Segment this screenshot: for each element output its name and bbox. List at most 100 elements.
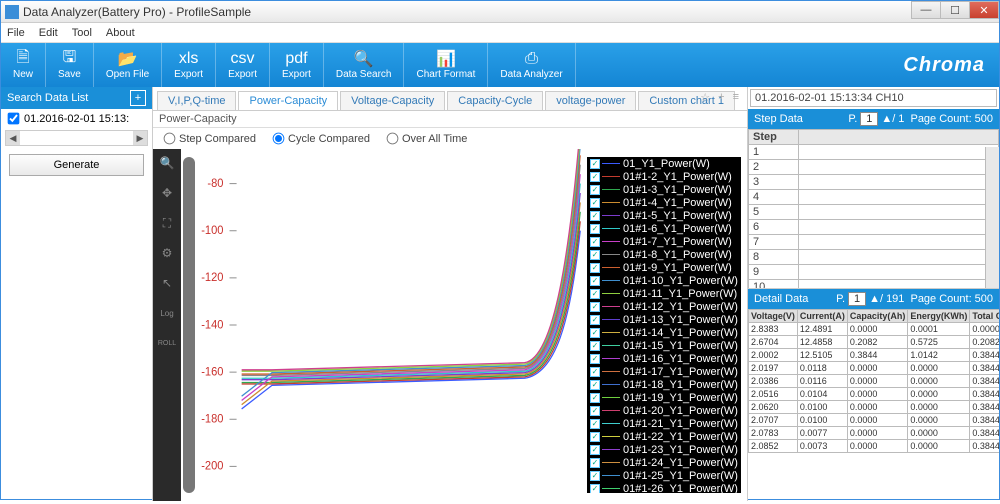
legend-item[interactable]: ✓01#1-22_Y1_Power(W) [587, 430, 741, 443]
detail-col-header[interactable]: Voltage(V) [749, 310, 798, 323]
menu-about[interactable]: About [106, 27, 135, 39]
legend-item[interactable]: ✓01_Y1_Power(W) [587, 157, 741, 170]
detail-col-header[interactable]: Total Capa [970, 310, 999, 323]
legend-item[interactable]: ✓01#1-7_Y1_Power(W) [587, 235, 741, 248]
step-table-vscroll[interactable] [985, 147, 999, 288]
legend-checkbox[interactable]: ✓ [590, 250, 600, 260]
legend-item[interactable]: ✓01#1-25_Y1_Power(W) [587, 469, 741, 482]
filter-icon[interactable]: ☆ [700, 91, 710, 104]
legend-item[interactable]: ✓01#1-15_Y1_Power(W) [587, 339, 741, 352]
zoom-icon[interactable]: 🔍 [157, 153, 177, 173]
toolbar-data-analyzer[interactable]: ⎙Data Analyzer [488, 43, 575, 87]
legend-item[interactable]: ✓01#1-23_Y1_Power(W) [587, 443, 741, 456]
table-row[interactable]: 9 [749, 265, 999, 280]
legend-item[interactable]: ✓01#1-20_Y1_Power(W) [587, 404, 741, 417]
roll-icon[interactable]: ROLL [157, 333, 177, 353]
table-row[interactable]: 3 [749, 175, 999, 190]
legend-item[interactable]: ✓01#1-24_Y1_Power(W) [587, 456, 741, 469]
legend-checkbox[interactable]: ✓ [590, 406, 600, 416]
menu-file[interactable]: File [7, 27, 25, 39]
legend-item[interactable]: ✓01#1-19_Y1_Power(W) [587, 391, 741, 404]
legend-item[interactable]: ✓01#1-9_Y1_Power(W) [587, 261, 741, 274]
table-row[interactable]: 2 [749, 160, 999, 175]
legend-checkbox[interactable]: ✓ [590, 432, 600, 442]
close-button[interactable]: ✕ [969, 1, 999, 19]
generate-button[interactable]: Generate [9, 154, 144, 176]
settings-icon[interactable]: ⚙ [157, 243, 177, 263]
table-row[interactable]: 2.03860.01160.00000.00000.3844 [749, 375, 1000, 388]
step-col-header[interactable]: Step [749, 130, 799, 145]
step-table[interactable]: Step1234567891011 [748, 129, 999, 289]
tab-menu-icon[interactable]: ≡ [733, 91, 739, 104]
legend-item[interactable]: ✓01#1-17_Y1_Power(W) [587, 365, 741, 378]
toolbar-data-search[interactable]: 🔍Data Search [324, 43, 405, 87]
pointer-icon[interactable]: ↖ [157, 273, 177, 293]
tab-voltage-power[interactable]: voltage-power [545, 91, 636, 110]
tab-voltage-capacity[interactable]: Voltage-Capacity [340, 91, 445, 110]
chart-canvas[interactable]: -80-100-120-140-160-180-200 ✓01_Y1_Power… [181, 149, 747, 501]
legend-item[interactable]: ✓01#1-3_Y1_Power(W) [587, 183, 741, 196]
tab-power-capacity[interactable]: Power-Capacity [238, 91, 338, 110]
toolbar-export[interactable]: pdfExport [270, 43, 324, 87]
table-row[interactable]: 2.670412.48580.20820.57250.2082 [749, 336, 1000, 349]
legend-item[interactable]: ✓01#1-11_Y1_Power(W) [587, 287, 741, 300]
legend-checkbox[interactable]: ✓ [590, 354, 600, 364]
legend-checkbox[interactable]: ✓ [590, 471, 600, 481]
menu-edit[interactable]: Edit [39, 27, 58, 39]
table-row[interactable]: 4 [749, 190, 999, 205]
toolbar-chart-format[interactable]: 📊Chart Format [404, 43, 488, 87]
table-row[interactable]: 2.07830.00770.00000.00000.3844 [749, 427, 1000, 440]
toolbar-open-file[interactable]: 📂Open File [94, 43, 162, 87]
toolbar-export[interactable]: csvExport [216, 43, 270, 87]
legend-item[interactable]: ✓01#1-5_Y1_Power(W) [587, 209, 741, 222]
chart-vscroll[interactable] [183, 157, 195, 493]
legend-item[interactable]: ✓01#1-21_Y1_Power(W) [587, 417, 741, 430]
legend-item[interactable]: ✓01#1-8_Y1_Power(W) [587, 248, 741, 261]
table-row[interactable]: 5 [749, 205, 999, 220]
legend-checkbox[interactable]: ✓ [590, 380, 600, 390]
legend-item[interactable]: ✓01#1-13_Y1_Power(W) [587, 313, 741, 326]
legend-checkbox[interactable]: ✓ [590, 263, 600, 273]
legend-item[interactable]: ✓01#1-2_Y1_Power(W) [587, 170, 741, 183]
table-row[interactable]: 2.05160.01040.00000.00000.3844 [749, 388, 1000, 401]
table-row[interactable]: 10 [749, 280, 999, 290]
legend-checkbox[interactable]: ✓ [590, 393, 600, 403]
table-row[interactable]: 1 [749, 145, 999, 160]
pan-icon[interactable]: ✥ [157, 183, 177, 203]
menu-tool[interactable]: Tool [72, 27, 92, 39]
legend-checkbox[interactable]: ✓ [590, 237, 600, 247]
table-row[interactable]: 7 [749, 235, 999, 250]
log-icon[interactable]: Log [157, 303, 177, 323]
legend-checkbox[interactable]: ✓ [590, 276, 600, 286]
detail-col-header[interactable]: Capacity(Ah) [847, 310, 908, 323]
add-tab-icon[interactable]: + [718, 91, 724, 104]
table-row[interactable]: 2.000212.51050.38441.01420.3844 [749, 349, 1000, 362]
legend-item[interactable]: ✓01#1-10_Y1_Power(W) [587, 274, 741, 287]
radio-cycle[interactable]: Cycle Compared [272, 132, 370, 145]
table-row[interactable]: 2.838312.48910.00000.00010.0000 [749, 323, 1000, 336]
fit-icon[interactable]: ⛶ [157, 213, 177, 233]
table-row[interactable]: 2.06200.01000.00000.00000.3844 [749, 401, 1000, 414]
sidebar-hscroll[interactable]: ◀▶ [5, 130, 148, 146]
legend-item[interactable]: ✓01#1-26_Y1_Power(W) [587, 482, 741, 493]
table-row[interactable]: 6 [749, 220, 999, 235]
legend-checkbox[interactable]: ✓ [590, 328, 600, 338]
legend-item[interactable]: ✓01#1-4_Y1_Power(W) [587, 196, 741, 209]
legend-checkbox[interactable]: ✓ [590, 172, 600, 182]
legend-checkbox[interactable]: ✓ [590, 419, 600, 429]
legend-checkbox[interactable]: ✓ [590, 159, 600, 169]
detail-col-header[interactable]: Current(A) [797, 310, 847, 323]
toolbar-export[interactable]: xlsExport [162, 43, 216, 87]
legend-checkbox[interactable]: ✓ [590, 458, 600, 468]
legend-checkbox[interactable]: ✓ [590, 224, 600, 234]
radio-step[interactable]: Step Compared [163, 132, 256, 145]
legend-item[interactable]: ✓01#1-16_Y1_Power(W) [587, 352, 741, 365]
search-item-checkbox[interactable] [8, 113, 20, 125]
toolbar-new[interactable]: 🗎New [1, 43, 46, 87]
legend-item[interactable]: ✓01#1-12_Y1_Power(W) [587, 300, 741, 313]
legend-checkbox[interactable]: ✓ [590, 484, 600, 494]
table-row[interactable]: 8 [749, 250, 999, 265]
legend-item[interactable]: ✓01#1-18_Y1_Power(W) [587, 378, 741, 391]
table-row[interactable]: 2.08520.00730.00000.00000.3844 [749, 440, 1000, 453]
minimize-button[interactable]: — [911, 1, 941, 19]
